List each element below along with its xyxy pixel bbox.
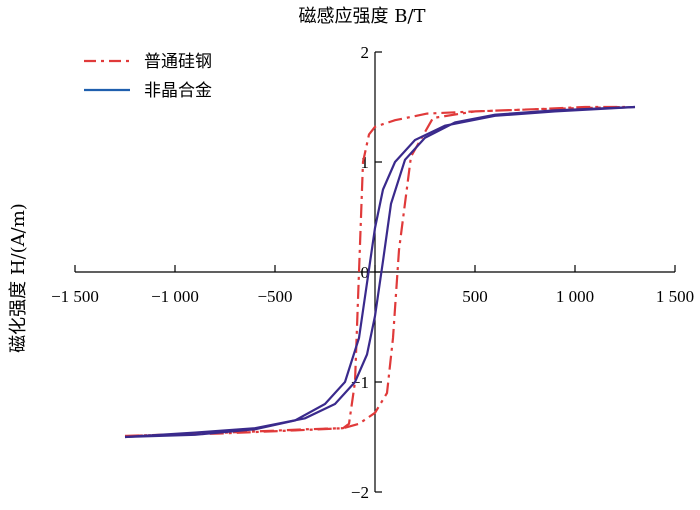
x-tick-label: −1 000 [151, 287, 199, 306]
chart-title: 磁感应强度 B/T [298, 6, 425, 27]
series-layer [124, 105, 636, 439]
y-tick-label: −2 [351, 483, 369, 502]
x-tick-label: 1 500 [656, 287, 694, 306]
legend: 普通硅钢 非晶合金 [84, 52, 212, 101]
y-tick-label: 0 [361, 263, 370, 282]
x-tick-label: 500 [462, 287, 488, 306]
y-axis-label: 磁化强度 H/(A/m) [8, 203, 29, 353]
series-amorphous-alloy-upper-branch [124, 105, 636, 439]
x-tick-label: 1 000 [556, 287, 594, 306]
series-silicon-steel-loop [124, 105, 626, 437]
legend-label-amorphous-alloy: 非晶合金 [144, 81, 212, 101]
y-tick-label: 2 [361, 43, 370, 62]
y-tick-label: 1 [361, 153, 370, 172]
x-tick-label: −500 [257, 287, 292, 306]
x-tick-label: −1 500 [51, 287, 99, 306]
legend-label-silicon-steel: 普通硅钢 [144, 52, 212, 72]
